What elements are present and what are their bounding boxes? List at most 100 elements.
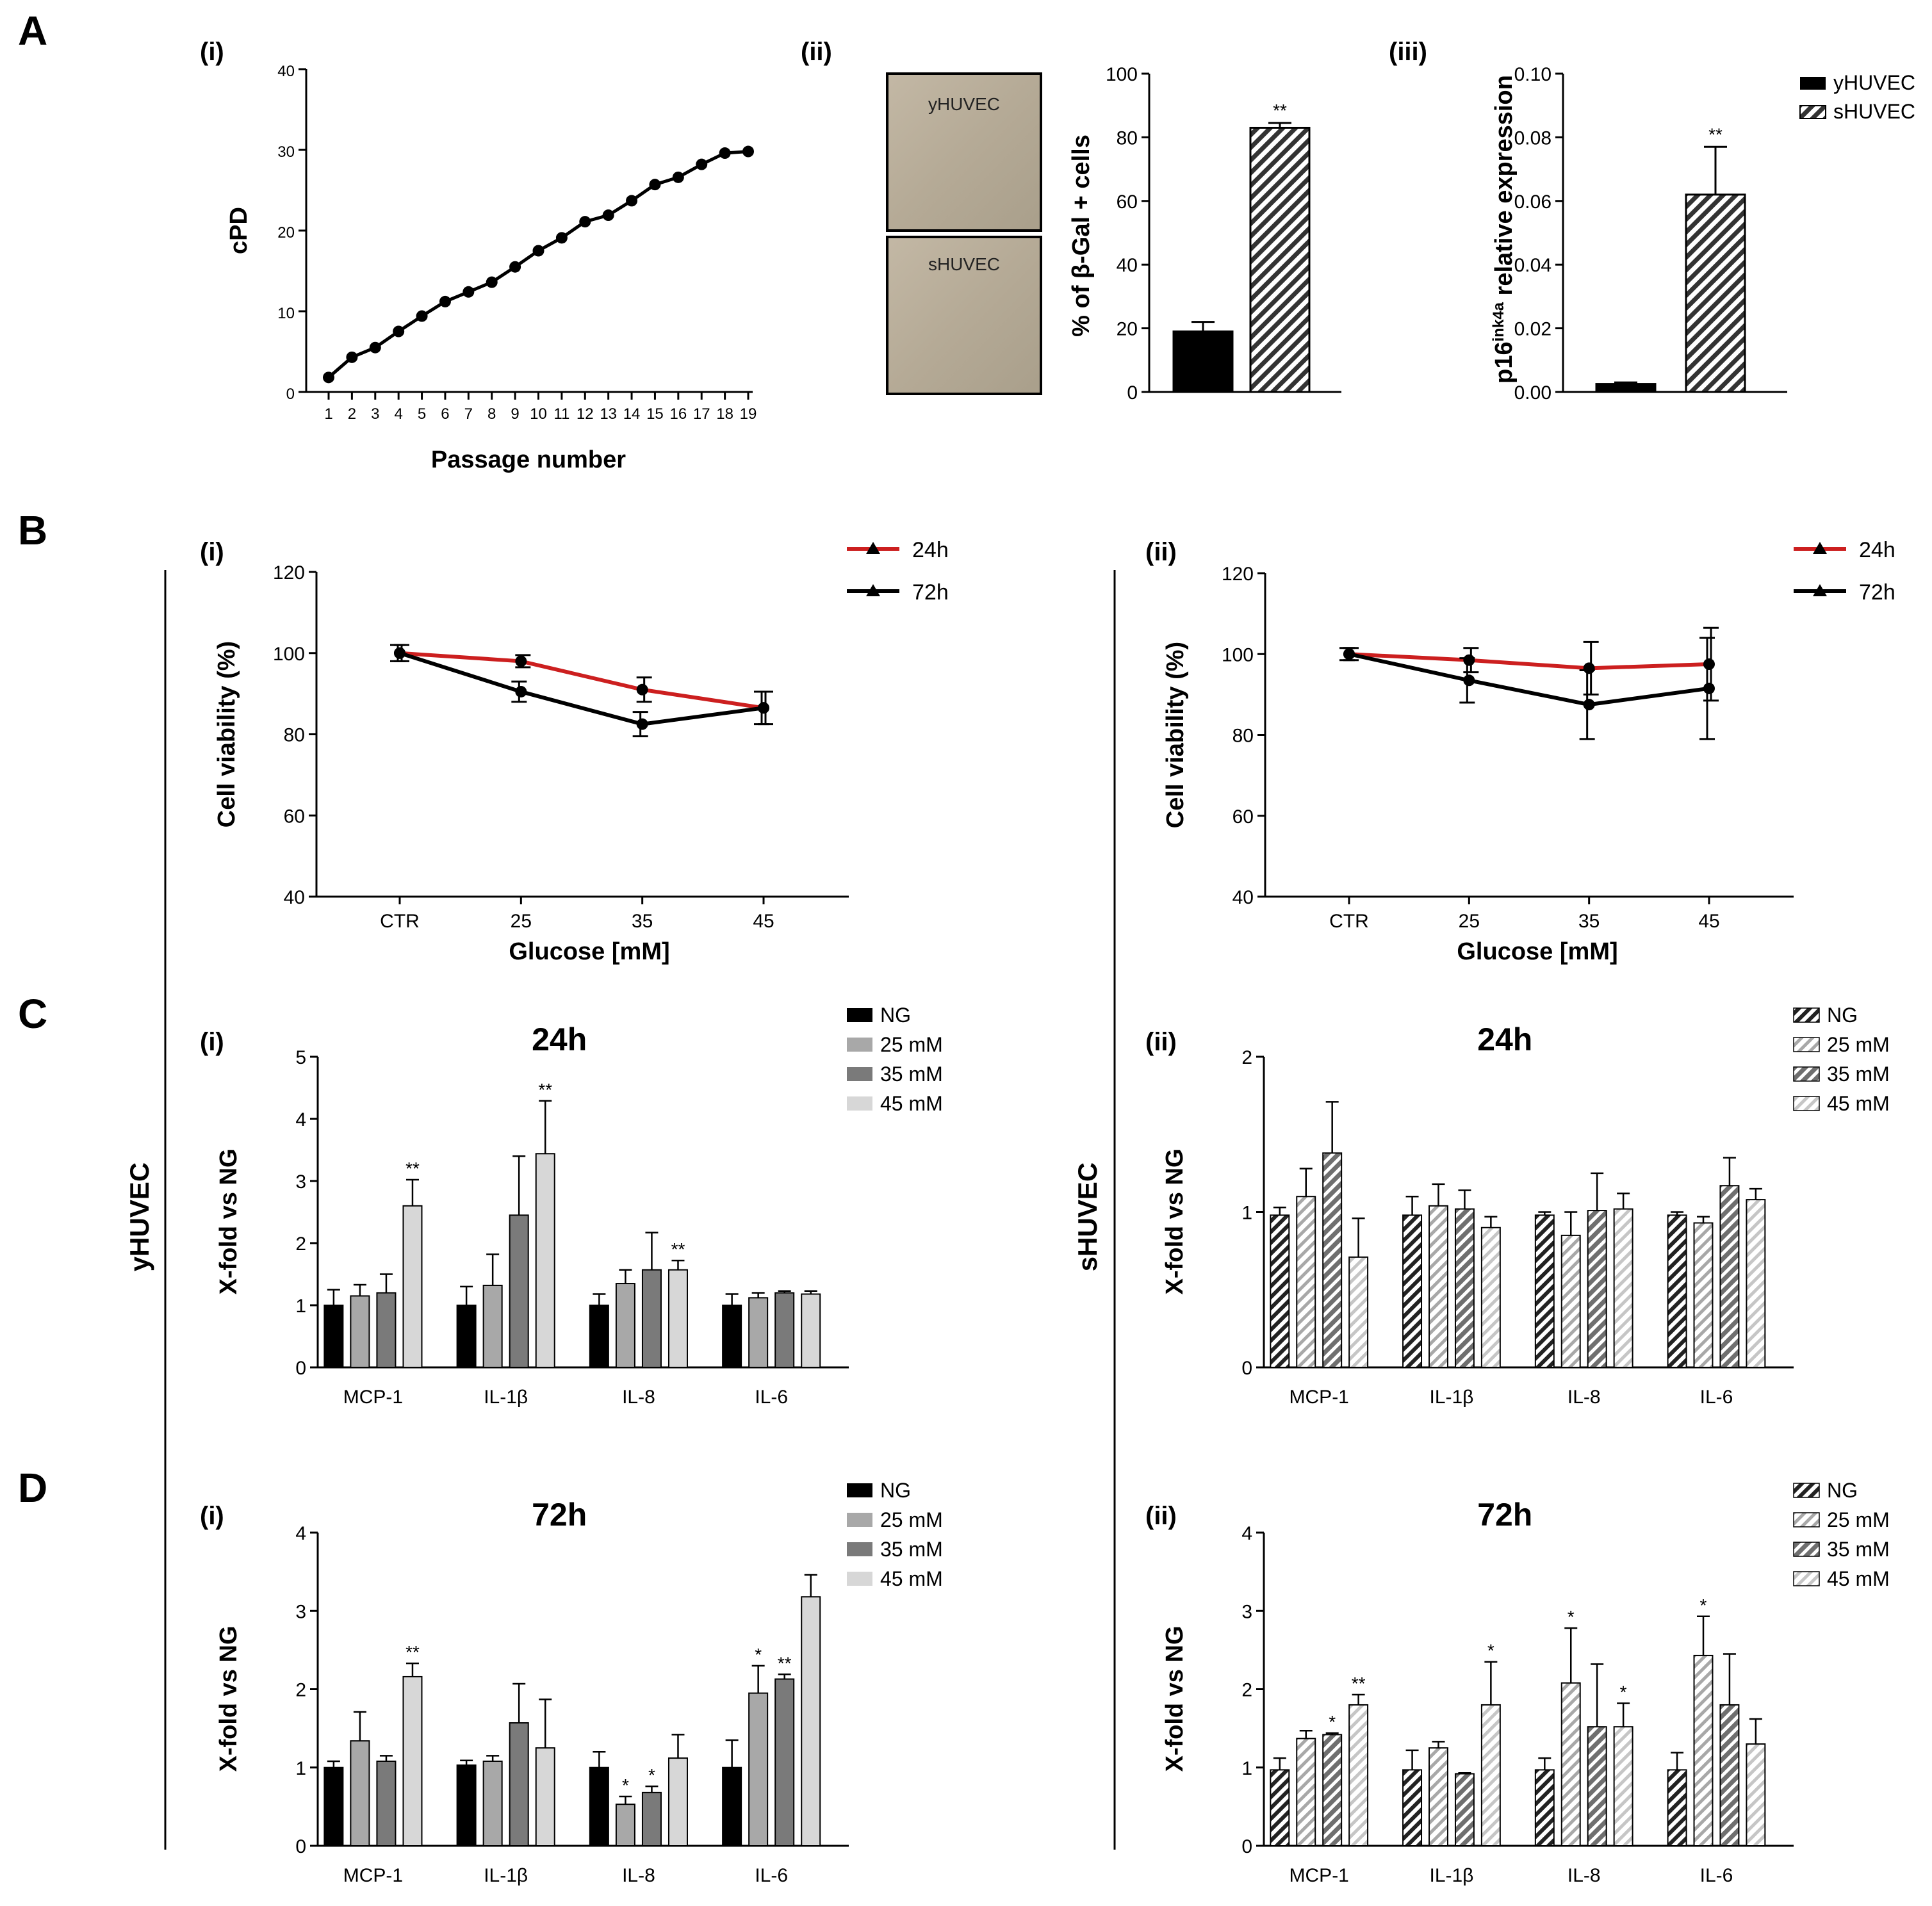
c-i-bar-NG [323,1305,344,1368]
b-ii-data-point [1463,674,1475,687]
a-iii-y-tick-label: 0.02 [1514,319,1551,340]
d-ii-legend-swatch-45-mM [1793,1571,1820,1586]
c-i-bar-NG [589,1305,609,1368]
c-ii-bar-NG [1534,1214,1555,1368]
a-iii-legend-swatch-yhuvec [1800,77,1826,90]
c-i-bar-35-mM [641,1269,662,1368]
c-i-legend-label-45-mM: 45 mM [880,1092,943,1115]
a-ii-bar [1172,330,1234,393]
a-i-x-tick-label: 1 [324,405,332,423]
a-i-x-tick-label: 15 [646,405,664,423]
d-ii-bar-NG [1534,1769,1555,1846]
c-i-y-tick-label: 2 [295,1234,306,1255]
a-i-x-tick-label: 8 [487,405,496,423]
d-ii-bar-NG [1402,1769,1423,1846]
c-i-bar-45-mM [535,1153,555,1368]
a-i-data-point [346,351,358,363]
a-i-data-point [463,286,475,298]
b-ii-x-tick-label: CTR [1329,911,1369,932]
a-ii-bar [1249,126,1311,393]
c-ii-legend-label-35-mM: 35 mM [1827,1063,1890,1086]
a-i-x-tick-label: 9 [511,405,519,423]
c-i-legend-swatch-45-mM [847,1096,872,1111]
sublabel-b-ii: (ii) [1145,538,1177,566]
b-i-y-tick-label: 80 [284,725,305,746]
c-ii-x-tick-label: IL-8 [1568,1387,1601,1408]
d-i-bar-45-mM [667,1757,688,1847]
a-iii-y-title-rest: relative expression [1491,75,1518,302]
c-i-x-tick-label: IL-6 [755,1387,788,1408]
d-i-significance-label: ** [778,1653,792,1673]
a-i-y-tick-label: 0 [286,386,295,403]
a-i-data-point [626,195,638,207]
d-i-y-tick-label: 4 [295,1523,306,1544]
b-i-y-tick-label: 60 [284,806,305,827]
a-iii-legend-label-yhuvec: yHUVEC [1833,71,1915,94]
a-ii-y-tick-label: 100 [1106,64,1138,85]
a-i-x-tick-label: 4 [394,405,402,423]
c-ii-legend-swatch-25-mM [1793,1037,1820,1052]
c-i-legend-label-25-mM: 25 mM [880,1033,943,1056]
d-ii-bar-45-mM [1480,1704,1501,1846]
d-i-bar-NG [589,1766,609,1846]
c-ii-bar-25-mM [1429,1205,1448,1369]
c-ii-x-tick-label: MCP-1 [1289,1387,1349,1408]
d-i-significance-label: * [648,1765,655,1785]
a-i-x-tick-label: 6 [441,405,449,423]
a-i-y-tick-label: 10 [277,305,295,322]
b-ii-y-axis-title: Cell viability (%) [1162,642,1189,828]
micrograph-yhuvec-label: yHUVEC [928,94,1000,114]
c-i-bar-NG [456,1305,477,1368]
b-i-x-axis-title: Glucose [mM] [509,938,669,965]
a-iii-legend-swatch-shuvec [1799,105,1826,119]
d-ii-y-tick-label: 1 [1241,1758,1252,1779]
d-i-x-tick-label: IL-6 [755,1865,788,1886]
b-ii-y-tick-label: 100 [1222,644,1254,665]
b-ii-y-tick-label: 40 [1232,887,1254,908]
c-ii-legend-swatch-NG [1793,1007,1820,1023]
b-i-series-line-72h [399,651,764,726]
a-iii-bar [1595,383,1657,393]
chart-d-ii: 01234***MCP-1*IL-1β**IL-8*IL-672hX-fold … [1161,1479,1890,1886]
d-i-y-tick-label: 3 [295,1601,306,1622]
d-i-x-tick-label: IL-1β [484,1865,528,1886]
b-i-y-tick-label: 120 [273,562,305,583]
d-ii-bar-35-mM [1322,1734,1343,1847]
a-i-data-point [393,325,405,338]
a-i-x-tick-label: 10 [530,405,547,423]
c-i-bar-25-mM [350,1295,370,1368]
sublabel-d-ii: (ii) [1145,1502,1177,1530]
sublabel-c-i: (i) [200,1028,224,1056]
d-ii-y-tick-label: 3 [1241,1601,1252,1622]
d-ii-legend-label-45-mM: 45 mM [1827,1567,1890,1590]
c-ii-bar-NG [1667,1214,1687,1368]
c-i-bar-45-mM [402,1205,423,1369]
c-i-y-tick-label: 5 [295,1047,306,1068]
a-i-x-tick-label: 12 [577,405,594,423]
c-i-bar-25-mM [482,1284,503,1368]
d-i-bar-45-mM [801,1596,821,1847]
c-ii-y-tick-label: 0 [1241,1358,1252,1379]
a-iii-y-title-main: p16 [1491,341,1518,383]
c-ii-x-tick-label: IL-1β [1429,1387,1473,1408]
a-i-x-tick-label: 11 [553,405,569,423]
sublabel-b-i: (i) [200,538,224,566]
b-ii-data-point [1703,658,1715,671]
a-iii-significance-label: ** [1708,124,1723,144]
panel-letter-b: B [18,507,47,553]
sublabel-a-i: (i) [200,38,224,66]
a-i-data-point [742,145,754,158]
a-ii-y-axis-title: % of β-Gal + cells [1068,134,1095,337]
a-i-y-axis-title: cPD [225,207,252,254]
a-iii-legend: yHUVEC sHUVEC [1799,71,1915,123]
d-i-legend-swatch-25-mM [847,1513,872,1527]
a-iii-bar [1685,193,1746,393]
c-i-significance-label: ** [405,1159,420,1178]
a-i-series-line [327,150,749,379]
b-ii-x-tick-label: 35 [1578,911,1600,932]
d-i-legend-label-35-mM: 35 mM [880,1538,943,1561]
a-i-data-point [416,310,428,322]
d-i-bar-35-mM [641,1791,662,1847]
